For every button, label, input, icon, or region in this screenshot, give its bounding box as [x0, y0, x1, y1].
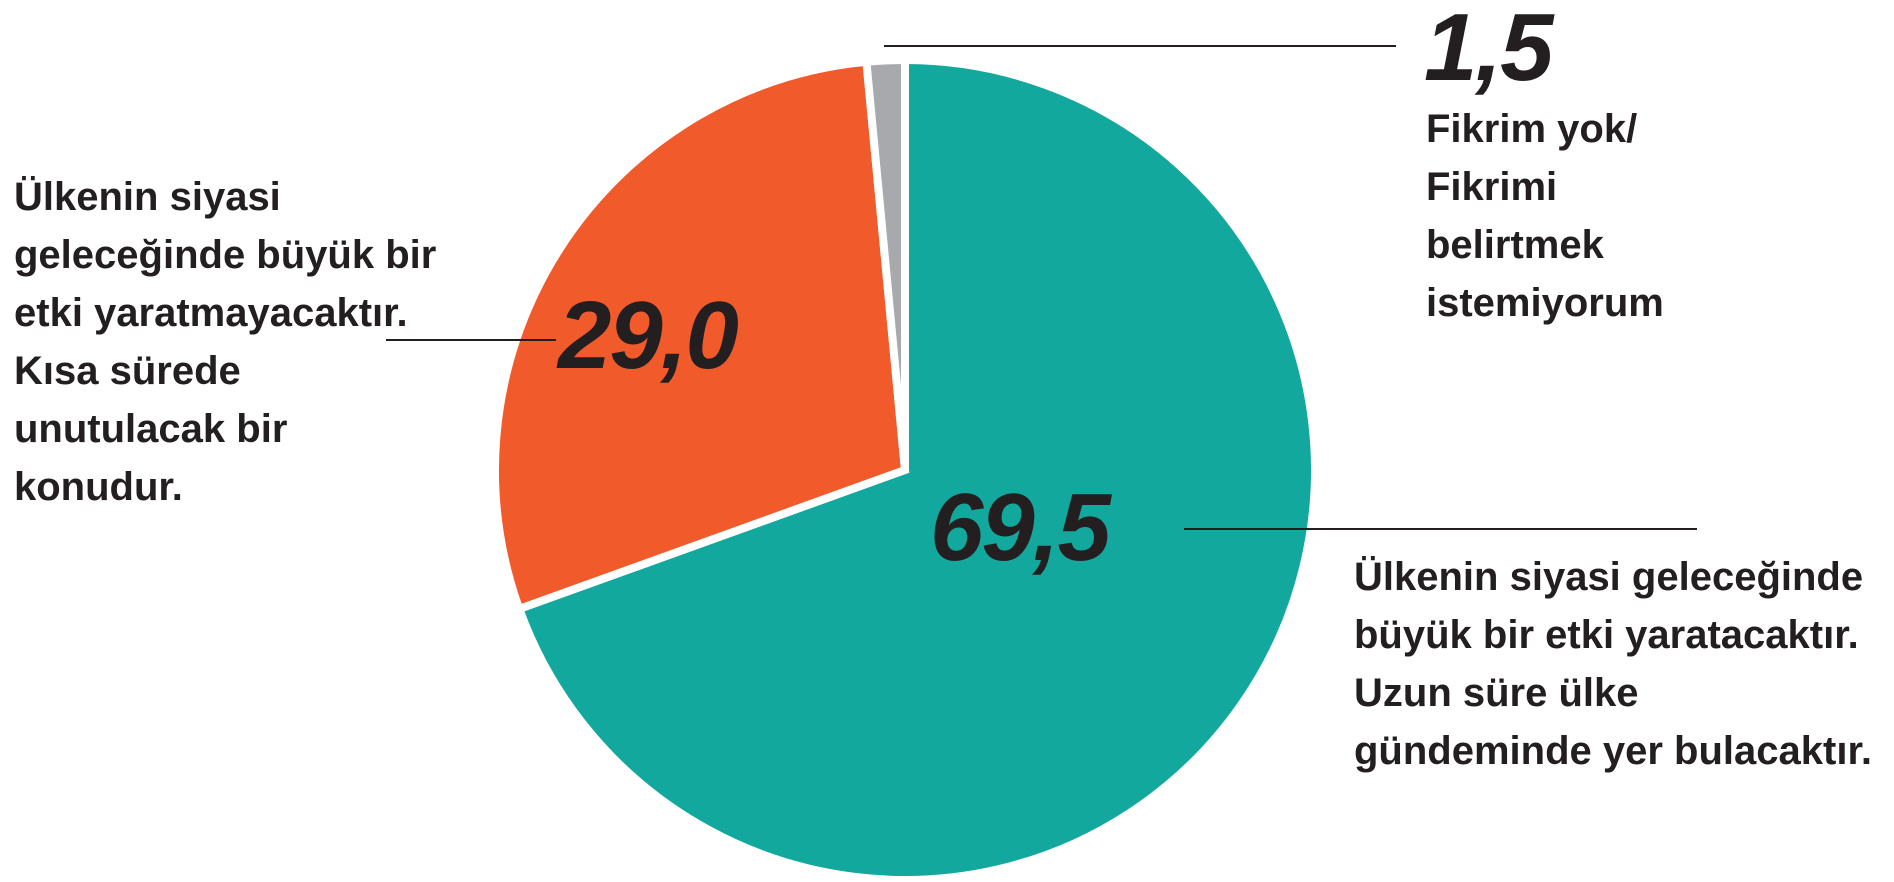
value-label: 29,0 [558, 282, 739, 389]
pie-slice [862, 55, 909, 471]
category-label: Ülkenin siyasi geleceğinde büyük bir etk… [14, 175, 437, 509]
pie-slice [514, 55, 1319, 882]
category-label: Fikrim yok/ Fikrimi belirtmek istemiyoru… [1426, 107, 1664, 325]
value-label: 69,5 [930, 474, 1111, 581]
value-label: 1,5 [1424, 0, 1553, 101]
category-label: Ülkenin siyasi geleceğinde büyük bir etk… [1354, 555, 1872, 773]
pie-slice [491, 57, 910, 615]
